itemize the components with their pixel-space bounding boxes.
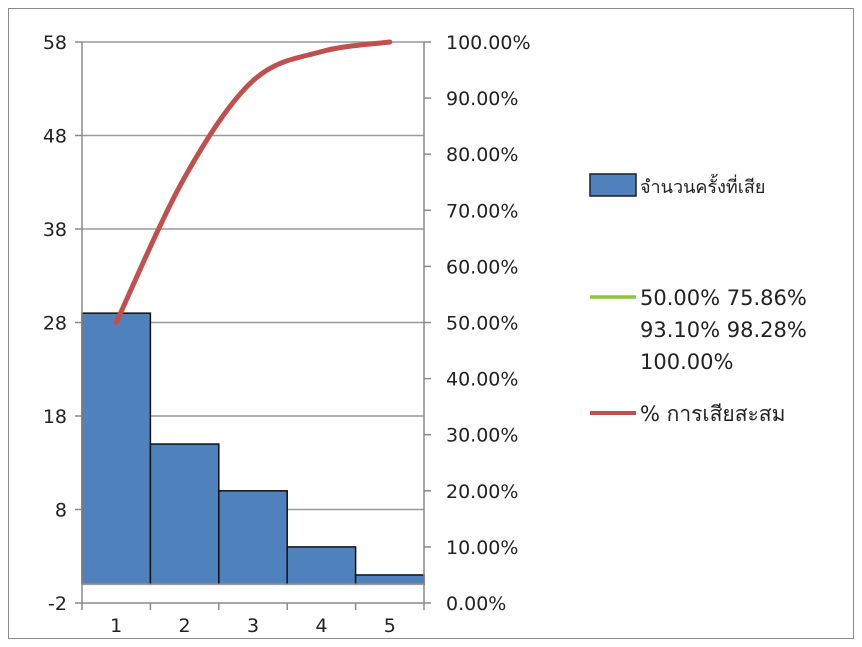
x-tick-labels: 1 2 3 4 5: [110, 615, 396, 637]
bar-1: [81, 312, 152, 586]
right-tick-label-10: 0.00%: [446, 593, 506, 615]
left-tick-label-3: 28: [43, 313, 67, 335]
legend-green-label-line-1: 50.00% 75.86%: [640, 286, 807, 310]
right-tick-label-7: 30.00%: [446, 425, 518, 447]
bar-3: [218, 490, 288, 586]
legend-green-label-line-2: 93.10% 98.28%: [640, 318, 807, 342]
bar-2: [149, 443, 220, 586]
legend-red-label: % การเสียสะสม: [640, 402, 785, 426]
legend-bar-swatch: [589, 173, 637, 197]
right-tick-label-6: 40.00%: [446, 369, 518, 391]
x-tick-label-4: 4: [315, 615, 327, 637]
bar-series: [81, 312, 425, 586]
left-tick-labels: 58 48 38 28 18 8 -2: [43, 32, 67, 615]
left-tick-label-1: 48: [43, 126, 67, 148]
right-tick-label-4: 60.00%: [446, 256, 518, 278]
x-tick-label-3: 3: [247, 615, 259, 637]
right-tick-label-1: 90.00%: [446, 88, 518, 110]
left-tick-label-4: 18: [43, 406, 67, 428]
right-tick-label-0: 100.00%: [446, 32, 531, 54]
left-tick-label-0: 58: [43, 32, 67, 54]
left-tick-label-5: 8: [55, 500, 67, 522]
legend: จำนวนครั้งที่เสีย 50.00% 75.86% 93.10% 9…: [589, 173, 807, 426]
left-tick-label-6: -2: [48, 593, 67, 615]
x-tick-label-5: 5: [384, 615, 396, 637]
axes: [75, 41, 431, 610]
x-tick-label-2: 2: [179, 615, 191, 637]
legend-bar-label: จำนวนครั้งที่เสีย: [640, 174, 765, 198]
chart-frame: [8, 8, 854, 639]
cumulative-line: [113, 39, 393, 325]
right-tick-label-3: 70.00%: [446, 200, 518, 222]
left-tick-label-2: 38: [43, 219, 67, 241]
right-tick-label-2: 80.00%: [446, 144, 518, 166]
legend-green-label-line-3: 100.00%: [640, 350, 733, 374]
right-tick-label-8: 20.00%: [446, 481, 518, 503]
cumulative-line-series: [113, 39, 393, 325]
bar-5: [354, 574, 425, 586]
right-tick-labels: 100.00% 90.00% 80.00% 70.00% 60.00% 50.00% 40.…: [446, 32, 531, 615]
right-tick-label-5: 50.00%: [446, 313, 518, 335]
bar-4: [286, 546, 357, 586]
right-tick-label-9: 10.00%: [446, 537, 518, 559]
x-tick-label-1: 1: [110, 615, 122, 637]
